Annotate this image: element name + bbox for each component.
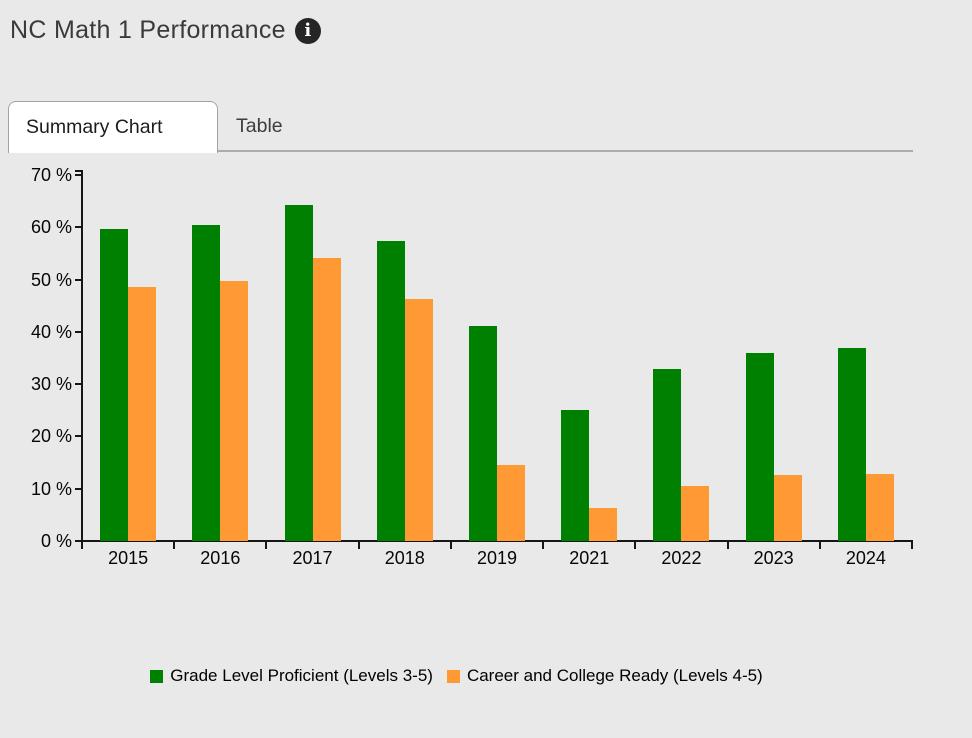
bar-grade-level-proficient-2024 bbox=[837, 348, 866, 541]
x-tick bbox=[542, 542, 545, 549]
legend-swatch-icon bbox=[150, 669, 164, 683]
x-tick-label: 2016 bbox=[200, 548, 241, 568]
bar-career-college-ready-2022 bbox=[681, 485, 710, 541]
legend-label: Career and College Ready (Levels 4-5) bbox=[466, 666, 763, 685]
bar-career-college-ready-2019 bbox=[497, 464, 525, 541]
x-tick-label: 2015 bbox=[108, 548, 149, 568]
y-tick bbox=[75, 487, 82, 490]
bar-grade-level-proficient-2018 bbox=[376, 241, 405, 541]
legend: Grade Level Proficient (Levels 3-5) Caree… bbox=[0, 662, 913, 690]
x-tick-label: 2021 bbox=[569, 548, 610, 568]
bar-grade-level-proficient-2019 bbox=[469, 325, 497, 541]
x-tick-label: 2017 bbox=[292, 548, 333, 568]
x-tick-label: 2019 bbox=[476, 548, 517, 568]
x-tick bbox=[911, 542, 913, 549]
header: NC Math 1 Performance i bbox=[10, 16, 321, 45]
legend-item: Grade Level Proficient (Levels 3-5) bbox=[150, 666, 433, 686]
y-tick bbox=[75, 330, 82, 333]
bar-career-college-ready-2017 bbox=[312, 258, 341, 541]
x-tick bbox=[818, 542, 821, 549]
y-tick bbox=[75, 435, 82, 438]
y-tick bbox=[75, 278, 82, 281]
y-axis bbox=[81, 170, 83, 548]
bar-grade-level-proficient-2021 bbox=[561, 410, 590, 541]
y-tick bbox=[75, 540, 82, 542]
x-tick-label: 2023 bbox=[753, 548, 794, 568]
legend-item: Career and College Ready (Levels 4-5) bbox=[446, 666, 763, 686]
y-tick-label: 60 % bbox=[30, 217, 72, 238]
y-axis-cap-tick bbox=[75, 170, 82, 172]
y-tick-label: 30 % bbox=[30, 374, 72, 395]
x-tick bbox=[357, 542, 360, 549]
x-axis bbox=[81, 540, 913, 542]
tab-summary-chart[interactable]: Summary Chart bbox=[8, 101, 218, 153]
x-tick bbox=[173, 542, 176, 549]
x-tick bbox=[81, 542, 83, 549]
bar-career-college-ready-2016 bbox=[220, 281, 249, 541]
page-title: NC Math 1 Performance bbox=[10, 16, 286, 44]
bar-grade-level-proficient-2015 bbox=[100, 229, 129, 541]
bar-grade-level-proficient-2023 bbox=[745, 353, 774, 541]
y-tick-label: 20 % bbox=[30, 426, 72, 447]
x-tick bbox=[634, 542, 637, 549]
bar-career-college-ready-2021 bbox=[589, 508, 618, 541]
bar-career-college-ready-2024 bbox=[865, 473, 894, 541]
y-tick-label: 40 % bbox=[30, 321, 72, 342]
tabs-divider bbox=[218, 150, 913, 152]
x-tick bbox=[265, 542, 268, 549]
tab-table[interactable]: Table bbox=[218, 101, 301, 151]
x-tick bbox=[449, 542, 452, 549]
y-tick bbox=[75, 383, 82, 386]
bar-grade-level-proficient-2017 bbox=[284, 205, 313, 541]
legend-swatch-icon bbox=[446, 669, 460, 683]
y-tick-label: 10 % bbox=[30, 478, 72, 499]
bar-grade-level-proficient-2016 bbox=[192, 225, 221, 541]
y-tick-label: 70 % bbox=[30, 165, 72, 185]
bar-career-college-ready-2018 bbox=[404, 298, 433, 541]
x-tick-label: 2018 bbox=[384, 548, 425, 568]
bar-career-college-ready-2015 bbox=[128, 286, 157, 541]
y-tick bbox=[75, 226, 82, 229]
x-tick-label: 2022 bbox=[661, 548, 702, 568]
x-tick-label: 2024 bbox=[845, 548, 886, 568]
bar-career-college-ready-2023 bbox=[773, 474, 802, 541]
y-tick-label: 0 % bbox=[40, 531, 72, 551]
tab-summary-chart-label: Summary Chart bbox=[26, 116, 163, 138]
legend-label: Grade Level Proficient (Levels 3-5) bbox=[170, 666, 433, 685]
x-tick bbox=[726, 542, 729, 549]
tab-table-label: Table bbox=[236, 114, 283, 137]
y-tick-label: 50 % bbox=[30, 269, 72, 290]
info-icon[interactable]: i bbox=[294, 17, 321, 44]
bar-grade-level-proficient-2022 bbox=[653, 368, 682, 541]
y-tick bbox=[75, 174, 82, 176]
